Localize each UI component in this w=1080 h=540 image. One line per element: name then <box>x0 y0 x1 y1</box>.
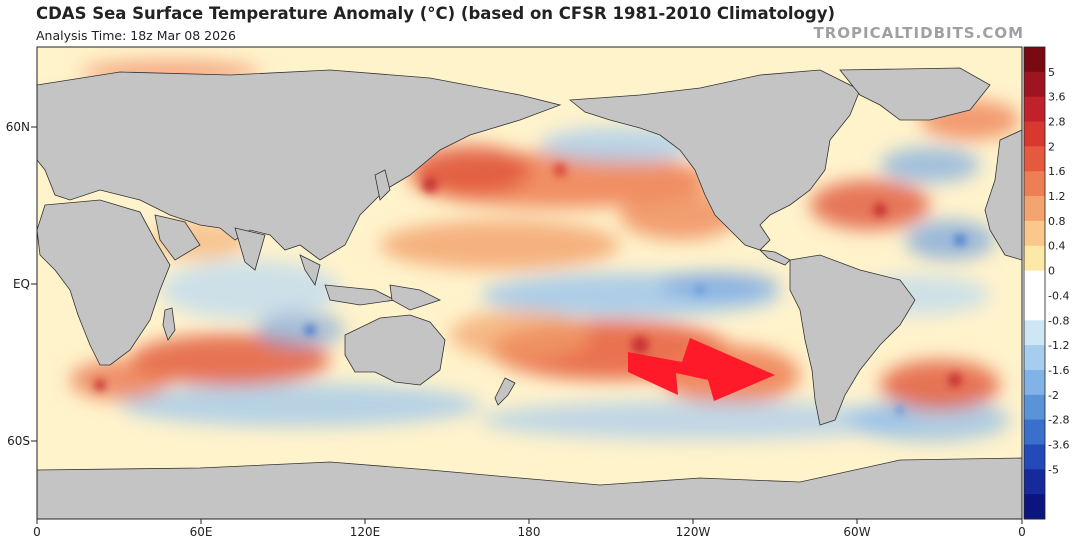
colorbar-frame <box>1023 46 1046 520</box>
colorbar-swatch <box>1024 270 1045 296</box>
longitude-labels: 0 60E 120E 180 120W 60W 0 <box>33 525 1026 539</box>
colorbar-label: -2 <box>1048 389 1059 402</box>
colorbar-label: 0.4 <box>1048 240 1066 253</box>
map-title: CDAS Sea Surface Temperature Anomaly (°C… <box>36 4 836 23</box>
colorbar-label: -0.4 <box>1048 289 1069 302</box>
colorbar-swatch <box>1024 369 1045 396</box>
colorbar-swatch <box>1024 121 1045 147</box>
arabia-landmass <box>154 214 201 261</box>
colorbar-label: -2.8 <box>1048 414 1069 427</box>
lat-label-60s: 60S <box>7 434 30 448</box>
lat-label-eq: EQ <box>13 277 30 291</box>
greenland-landmass <box>839 67 991 121</box>
lat-label-60n: 60N <box>6 120 30 134</box>
colorbar-swatch <box>1024 96 1045 123</box>
colorbar-swatch <box>1024 345 1045 371</box>
colorbar-label: -3.6 <box>1048 438 1069 451</box>
colorbar-label: 3.6 <box>1048 91 1066 104</box>
colorbar-label: 0 <box>1048 265 1055 278</box>
colorbar-swatch <box>1024 146 1045 172</box>
lon-label-60e: 60E <box>190 525 213 539</box>
colorbar-swatch <box>1024 394 1045 421</box>
india-landmass <box>234 227 266 271</box>
colorbar-swatch <box>1024 220 1045 247</box>
lon-label-60w: 60W <box>843 525 870 539</box>
eurasia-landmass <box>36 69 562 261</box>
madagascar-landmass <box>162 307 176 341</box>
colorbar: 5 3.6 2.8 2 1.6 1.2 0.8 0.4 0 -0.4 -0.8 -1.2 -1.6 -2 -… <box>1023 46 1069 520</box>
red-arrow-icon <box>628 338 775 401</box>
colorbar-label: -1.2 <box>1048 339 1069 352</box>
colorbar-swatch <box>1024 245 1045 272</box>
colorbar-swatch <box>1024 196 1045 222</box>
colorbar-label: -1.6 <box>1048 364 1069 377</box>
colorbar-label: 1.2 <box>1048 190 1066 203</box>
south-america-landmass <box>789 254 916 426</box>
lon-label-0: 0 <box>33 525 41 539</box>
lon-label-180: 180 <box>518 525 541 539</box>
australia-landmass <box>344 314 446 386</box>
colorbar-label: 2.8 <box>1048 116 1066 129</box>
colorbar-label: 0.8 <box>1048 215 1066 228</box>
lon-label-120w: 120W <box>676 525 711 539</box>
latitude-ticks <box>31 126 37 442</box>
colorbar-label: 5 <box>1048 66 1055 79</box>
longitude-ticks <box>36 519 1023 524</box>
colorbar-swatch <box>1024 71 1045 98</box>
colorbar-swatch <box>1024 444 1045 470</box>
lon-label-0-east: 0 <box>1018 525 1026 539</box>
latitude-labels: 60N EQ 60S <box>6 120 30 448</box>
colorbar-swatch <box>1024 171 1045 197</box>
colorbar-label: 1.6 <box>1048 165 1066 178</box>
colorbar-swatch <box>1024 47 1045 73</box>
colorbar-swatch <box>1024 295 1045 321</box>
land-masses <box>36 67 1023 520</box>
new-zealand-landmass <box>494 377 516 406</box>
colorbar-swatch <box>1024 469 1045 495</box>
colorbar-label: -5 <box>1048 463 1059 476</box>
lon-label-120e: 120E <box>350 525 381 539</box>
colorbar-swatch <box>1024 320 1045 346</box>
africa-landmass <box>36 199 171 366</box>
credit-label: TROPICALTIDBITS.COM <box>813 24 1024 42</box>
indonesia-landmass <box>324 284 397 306</box>
north-america-landmass <box>568 69 861 251</box>
colorbar-label: 2 <box>1048 140 1055 153</box>
anomaly-field <box>37 60 1020 442</box>
colorbar-swatch <box>1024 494 1045 520</box>
colorbar-swatch <box>1024 419 1045 445</box>
analysis-time: Analysis Time: 18z Mar 08 2026 <box>36 28 236 43</box>
colorbar-label: -0.8 <box>1048 314 1069 327</box>
